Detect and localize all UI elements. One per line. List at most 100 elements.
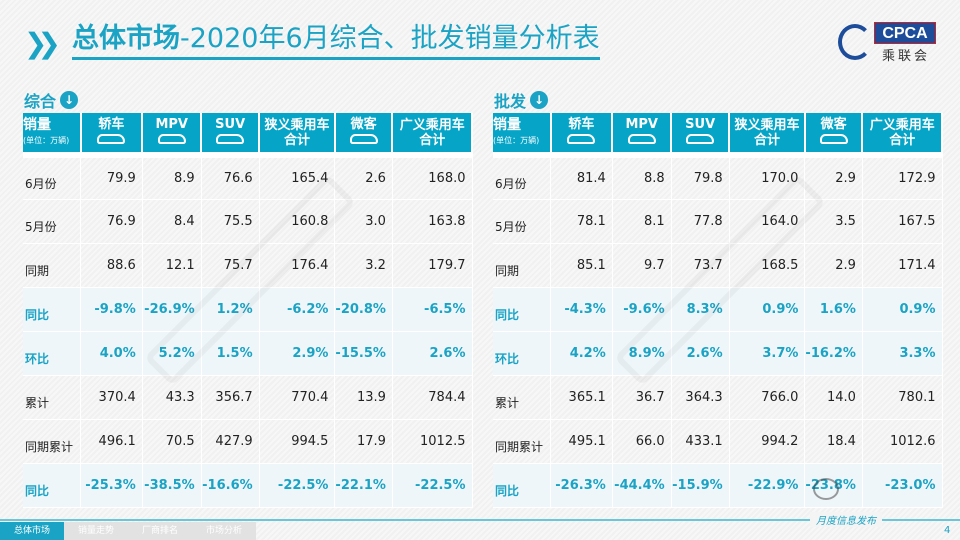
cell-value: -16.2%: [804, 331, 863, 376]
cell-value: 780.1: [862, 375, 943, 420]
cell-value: 36.7: [612, 375, 672, 420]
cell-value: 0.9%: [729, 287, 806, 332]
table-row: 同比 -4.3% -9.6% 8.3% 0.9% 1.6% 0.9%: [493, 287, 943, 332]
cell-value: 994.5: [259, 419, 336, 464]
cell-value: 76.6: [201, 155, 260, 200]
cell-value: 76.9: [80, 199, 143, 244]
cell-value: 994.2: [729, 419, 806, 464]
van-icon: [819, 134, 848, 144]
cell-value: 85.1: [550, 243, 613, 288]
cell-value: -26.3%: [550, 463, 613, 508]
cell-value: -23.8%: [804, 463, 863, 508]
cell-value: 8.4: [142, 199, 202, 244]
table-row: 6月份 79.9 8.9 76.6 165.4 2.6 168.0: [23, 155, 473, 200]
cell-value: -16.6%: [201, 463, 260, 508]
row-label: 环比: [493, 331, 552, 376]
column-header: 微客: [804, 113, 864, 155]
car-icon: [97, 134, 126, 144]
row-label: 同比: [493, 463, 552, 508]
header-row: 销量 (单位：万辆) 轿车 MPV SUV 狭义乘用车合计 微客 广义乘用车合计: [493, 113, 943, 155]
cell-value: -22.1%: [334, 463, 393, 508]
tab-sales-trend[interactable]: 销量走势: [64, 522, 129, 540]
cell-value: 2.6%: [671, 331, 730, 376]
cell-value: -22.5%: [392, 463, 473, 508]
tab-overall-market[interactable]: 总体市场: [0, 522, 65, 540]
cell-value: 164.0: [729, 199, 806, 244]
tab-maker-ranking[interactable]: 厂商排名: [128, 522, 193, 540]
cell-value: -26.9%: [142, 287, 202, 332]
column-header: 广义乘用车合计: [392, 113, 473, 155]
cell-value: 18.4: [804, 419, 863, 464]
row-label: 同比: [23, 463, 82, 508]
cell-value: -4.3%: [550, 287, 613, 332]
cpca-logo: CPCA 乘联会: [838, 22, 938, 64]
column-header: 广义乘用车合计: [862, 113, 943, 155]
cell-value: 364.3: [671, 375, 730, 420]
cell-value: 5.2%: [142, 331, 202, 376]
table-row: 环比 4.0% 5.2% 1.5% 2.9% -15.5% 2.6%: [23, 331, 473, 376]
column-header: SUV: [201, 113, 261, 155]
cell-value: 1012.5: [392, 419, 473, 464]
cell-value: 2.9%: [259, 331, 336, 376]
mpv-icon: [627, 134, 656, 144]
combined-sales-table: 销量 (单位：万辆) 轿车 MPV SUV 狭义乘用车合计 微客 广义乘用车合计 6月份 79.9…: [23, 113, 473, 508]
cell-value: 77.8: [671, 199, 730, 244]
cell-value: 168.0: [392, 155, 473, 200]
cell-value: 167.5: [862, 199, 943, 244]
cell-value: 1.6%: [804, 287, 863, 332]
column-header-sales: 销量 (单位：万辆): [493, 113, 552, 155]
cell-value: -44.4%: [612, 463, 672, 508]
table-row: 同期 88.6 12.1 75.7 176.4 3.2 179.7: [23, 243, 473, 288]
cell-value: 75.7: [201, 243, 260, 288]
section-title-combined: 综合 ↓: [24, 88, 79, 112]
table-row: 同比 -26.3% -44.4% -15.9% -22.9% -23.8% -23.0%: [493, 463, 943, 508]
cell-value: 495.1: [550, 419, 613, 464]
tab-market-analysis[interactable]: 市场分析: [192, 522, 257, 540]
cell-value: 8.9: [142, 155, 202, 200]
column-header: SUV: [671, 113, 731, 155]
cell-value: -23.0%: [862, 463, 943, 508]
arrow-down-circle-icon: ↓: [530, 91, 549, 109]
cell-value: 9.7: [612, 243, 672, 288]
cell-value: 370.4: [80, 375, 143, 420]
cell-value: -6.5%: [392, 287, 473, 332]
page-number: 4: [944, 525, 951, 536]
cell-value: 73.7: [671, 243, 730, 288]
cell-value: 2.9: [804, 243, 863, 288]
table-row: 同期 85.1 9.7 73.7 168.5 2.9 171.4: [493, 243, 943, 288]
row-label: 同期: [23, 243, 82, 288]
cell-value: 79.9: [80, 155, 143, 200]
cell-value: 176.4: [259, 243, 336, 288]
cell-value: 1012.6: [862, 419, 943, 464]
cell-value: -9.8%: [80, 287, 143, 332]
table-row: 累计 370.4 43.3 356.7 770.4 13.9 784.4: [23, 375, 473, 420]
cell-value: 79.8: [671, 155, 730, 200]
column-header: 狭义乘用车合计: [729, 113, 806, 155]
cell-value: 8.1: [612, 199, 672, 244]
column-header: MPV: [612, 113, 673, 155]
cell-value: 14.0: [804, 375, 863, 420]
row-label: 同期: [493, 243, 552, 288]
cell-value: 2.6%: [392, 331, 473, 376]
cell-value: 496.1: [80, 419, 143, 464]
cell-value: 81.4: [550, 155, 613, 200]
row-label: 5月份: [493, 199, 552, 244]
header-row: 销量 (单位：万辆) 轿车 MPV SUV 狭义乘用车合计 微客 广义乘用车合计: [23, 113, 473, 155]
row-label: 同期累计: [493, 419, 552, 464]
row-label: 累计: [493, 375, 552, 420]
row-label: 6月份: [493, 155, 552, 200]
cell-value: -22.5%: [259, 463, 336, 508]
cell-value: 427.9: [201, 419, 260, 464]
cell-value: 88.6: [80, 243, 143, 288]
table-row: 同期累计 495.1 66.0 433.1 994.2 18.4 1012.6: [493, 419, 943, 464]
footer-divider: [0, 519, 960, 521]
cell-value: 170.0: [729, 155, 806, 200]
row-label: 同比: [23, 287, 82, 332]
cell-value: 4.0%: [80, 331, 143, 376]
row-label: 6月份: [23, 155, 82, 200]
cell-value: 1.2%: [201, 287, 260, 332]
wholesale-sales-table: 销量 (单位：万辆) 轿车 MPV SUV 狭义乘用车合计 微客 广义乘用车合计 6月份 81.4…: [493, 113, 943, 508]
row-label: 累计: [23, 375, 82, 420]
section-title-wholesale: 批发 ↓: [494, 88, 549, 112]
row-label: 同比: [493, 287, 552, 332]
